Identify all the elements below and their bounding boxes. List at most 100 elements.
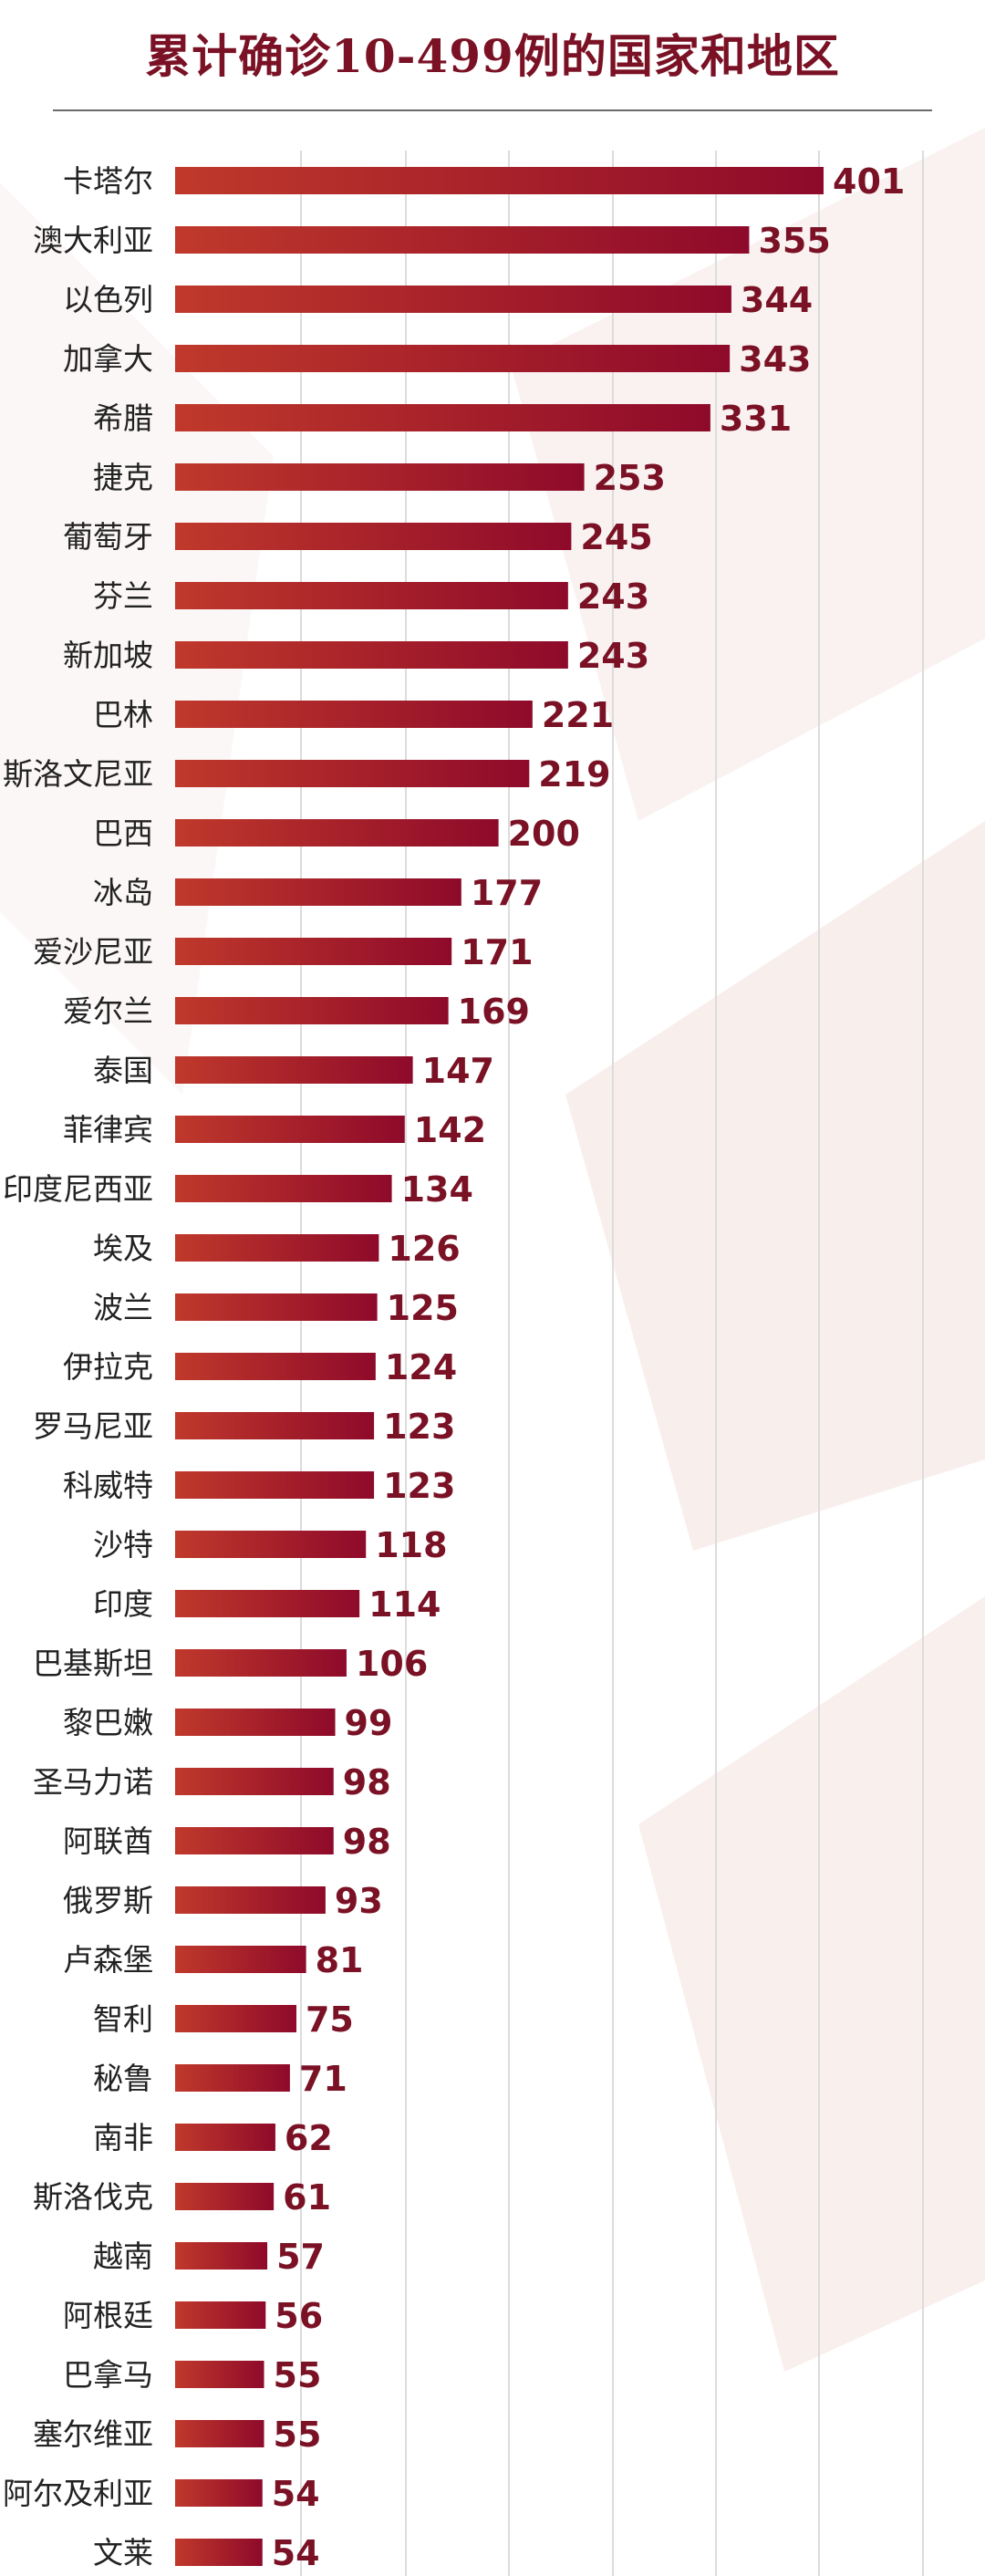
- bar: [175, 1293, 378, 1321]
- category-label: 希腊: [93, 400, 153, 436]
- category-label: 菲律宾: [63, 1112, 153, 1148]
- value-label: 75: [306, 2000, 354, 2040]
- bar: [175, 1353, 376, 1380]
- category-label: 卡塔尔: [63, 163, 153, 199]
- value-label: 106: [356, 1644, 428, 1684]
- bar: [175, 463, 585, 491]
- category-label: 沙特: [93, 1527, 153, 1563]
- value-label: 93: [335, 1881, 383, 1921]
- category-label: 爱沙尼亚: [33, 934, 153, 970]
- value-label: 124: [385, 1347, 457, 1387]
- category-label: 阿根廷: [63, 2298, 153, 2333]
- bar: [175, 1827, 334, 1854]
- category-label: 波兰: [93, 1290, 153, 1325]
- category-label: 芬兰: [93, 578, 153, 614]
- bar: [175, 523, 572, 550]
- bar: [175, 760, 530, 787]
- category-label: 卢森堡: [63, 1942, 153, 1978]
- category-label: 新加坡: [63, 638, 153, 673]
- value-label: 71: [299, 2059, 347, 2099]
- value-label: 62: [285, 2118, 333, 2158]
- bar: [175, 997, 449, 1024]
- bar: [175, 1709, 336, 1736]
- bar: [175, 2301, 266, 2329]
- bars: 卡塔尔 401 澳大利亚 355 以色列 344 加拿大 343 希腊 331 捷克 253 葡萄牙 24…: [3, 161, 905, 2573]
- value-label: 134: [401, 1169, 473, 1210]
- bar: [175, 226, 750, 254]
- category-label: 冰岛: [93, 875, 153, 910]
- value-label: 169: [458, 992, 530, 1032]
- value-label: 142: [414, 1110, 486, 1150]
- value-label: 243: [577, 576, 649, 617]
- value-label: 245: [580, 517, 652, 557]
- category-label: 黎巴嫩: [63, 1705, 153, 1740]
- chart-title: 累计确诊10-499例的国家和地区: [145, 29, 840, 83]
- category-label: 斯洛伐克: [33, 2179, 153, 2215]
- value-label: 54: [272, 2533, 320, 2573]
- bar: [175, 2242, 268, 2270]
- category-label: 以色列: [63, 282, 153, 317]
- value-label: 61: [283, 2177, 331, 2218]
- bar: [175, 701, 533, 728]
- value-label: 123: [383, 1407, 455, 1447]
- bar: [175, 1946, 306, 1973]
- bar: [175, 2361, 264, 2388]
- category-label: 斯洛文尼亚: [3, 756, 153, 792]
- category-label: 加拿大: [63, 341, 153, 377]
- category-label: 捷克: [93, 460, 153, 495]
- bar: [175, 2183, 275, 2210]
- grid-lines: [300, 151, 924, 2576]
- bar: [175, 1886, 326, 1914]
- bar: [175, 286, 731, 313]
- bar: [175, 1234, 379, 1262]
- category-label: 巴基斯坦: [33, 1646, 153, 1681]
- value-label: 57: [276, 2237, 325, 2277]
- category-label: 智利: [93, 2001, 153, 2037]
- bar: [175, 1471, 375, 1499]
- bar: [175, 345, 731, 372]
- value-label: 126: [388, 1229, 460, 1269]
- bar: [175, 878, 461, 906]
- value-label: 219: [538, 754, 610, 795]
- value-label: 243: [577, 636, 649, 676]
- category-label: 爱尔兰: [63, 993, 153, 1029]
- bar: [175, 167, 824, 194]
- category-label: 巴拿马: [63, 2357, 153, 2393]
- value-label: 98: [343, 1822, 391, 1862]
- value-label: 54: [272, 2474, 320, 2514]
- category-label: 越南: [93, 2238, 153, 2274]
- category-label: 俄罗斯: [63, 1883, 153, 1918]
- bar: [175, 404, 710, 431]
- category-label: 印度: [93, 1586, 153, 1622]
- category-label: 泰国: [93, 1053, 153, 1088]
- value-label: 331: [720, 399, 792, 439]
- bar: [175, 1531, 367, 1558]
- category-label: 南非: [93, 2120, 153, 2155]
- bar: [175, 1590, 360, 1617]
- bar: [175, 938, 452, 965]
- bar: [175, 1116, 405, 1143]
- bar: [175, 1175, 392, 1202]
- value-label: 344: [741, 280, 813, 320]
- value-label: 123: [383, 1466, 455, 1506]
- value-label: 125: [387, 1288, 459, 1328]
- category-label: 科威特: [63, 1468, 153, 1503]
- category-label: 巴林: [93, 697, 153, 732]
- category-label: 澳大利亚: [33, 223, 153, 258]
- category-label: 巴西: [93, 815, 153, 851]
- category-label: 文莱: [93, 2535, 153, 2571]
- category-label: 阿联酋: [63, 1823, 153, 1859]
- value-label: 98: [343, 1762, 391, 1802]
- value-label: 171: [461, 932, 533, 972]
- category-label: 伊拉克: [63, 1349, 153, 1385]
- bar: [175, 819, 499, 847]
- value-label: 343: [739, 339, 811, 379]
- value-label: 55: [274, 2415, 322, 2455]
- bar: [175, 1056, 413, 1084]
- bar: [175, 1412, 375, 1439]
- bar: [175, 582, 568, 609]
- category-label: 阿尔及利亚: [3, 2476, 153, 2511]
- value-label: 355: [758, 221, 830, 261]
- value-label: 200: [508, 814, 580, 854]
